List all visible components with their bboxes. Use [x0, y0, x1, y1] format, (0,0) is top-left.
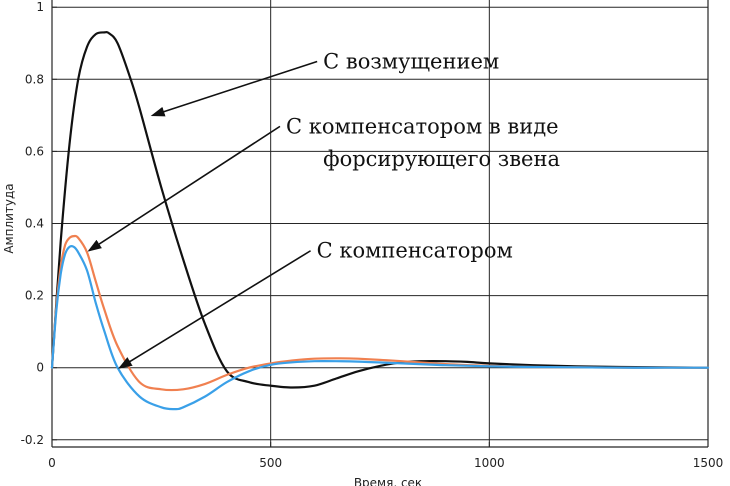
- y-tick-label: 0.2: [25, 289, 44, 303]
- annotation-text: С компенсатором в виде: [286, 114, 559, 138]
- y-tick-label: 0.8: [25, 72, 44, 86]
- series-line-disturbance: [50, 30, 710, 389]
- annotation-arrow: [87, 125, 281, 252]
- y-tick-label: 0.4: [25, 217, 44, 231]
- annotation-arrow: [118, 250, 312, 369]
- annotation-arrow: [150, 60, 318, 117]
- annotation-text: форсирующего звена: [323, 147, 560, 171]
- y-axis-title: Амплитуда: [2, 183, 16, 253]
- annotation-text: С возмущением: [323, 49, 499, 73]
- y-tick-label: 0.6: [25, 144, 44, 158]
- x-tick-label: 500: [259, 456, 282, 470]
- y-tick-label: 0: [36, 361, 44, 375]
- x-tick-label: 1500: [693, 456, 724, 470]
- series-line-compensator: [50, 245, 710, 411]
- x-tick-label: 0: [48, 456, 56, 470]
- x-axis-title: Время, сек: [354, 476, 422, 486]
- series-group: [50, 30, 710, 411]
- axes: [51, 0, 709, 448]
- annotation-group: С возмущением С компенсатором в виде форси…: [87, 49, 560, 369]
- annotation-text: С компенсатором: [317, 239, 513, 263]
- x-tick-label: 1000: [474, 456, 505, 470]
- y-tick-label: 1: [36, 0, 44, 14]
- y-tick-label: -0.2: [21, 433, 44, 447]
- grid: [52, 0, 708, 447]
